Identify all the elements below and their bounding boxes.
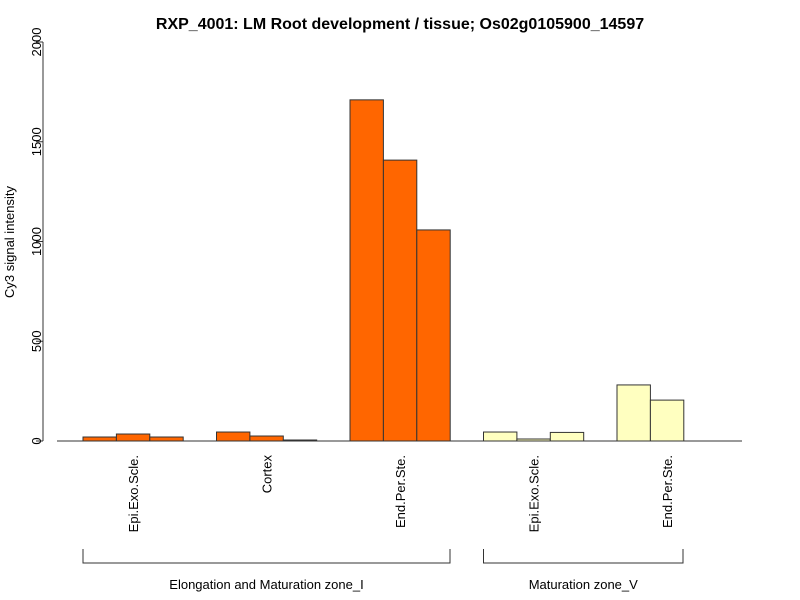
group-brackets: Elongation and Maturation zone_I Maturati… xyxy=(82,549,684,592)
group-label: Elongation and Maturation zone_I xyxy=(169,577,363,592)
x-tick-label: Cortex xyxy=(260,455,275,494)
y-tick-label: 1500 xyxy=(29,127,44,156)
bar xyxy=(82,436,117,442)
bars xyxy=(82,99,685,442)
group-bracket xyxy=(483,549,684,564)
bar xyxy=(349,99,384,442)
bar xyxy=(216,431,251,442)
y-tick-label: 1000 xyxy=(29,227,44,256)
bar xyxy=(249,435,284,442)
bar xyxy=(483,431,518,442)
bar xyxy=(416,229,451,442)
x-tick-label: End.Per.Ste. xyxy=(660,455,675,528)
group-bracket xyxy=(82,549,451,564)
y-axis-label: Cy3 signal intensity xyxy=(2,186,17,298)
y-tick-label: 2000 xyxy=(29,28,44,57)
y-tick-label: 500 xyxy=(29,330,44,352)
bar xyxy=(616,384,651,442)
chart-title: RXP_4001: LM Root development / tissue; … xyxy=(156,16,644,33)
bar xyxy=(649,399,685,442)
bar xyxy=(382,159,418,442)
x-tick-label: Epi.Exo.Scle. xyxy=(527,455,542,532)
group-label: Maturation zone_V xyxy=(529,577,638,592)
bar xyxy=(115,433,151,442)
y-tick-label: 0 xyxy=(29,437,44,444)
x-tick-label: Epi.Exo.Scle. xyxy=(126,455,141,532)
bar xyxy=(149,436,184,442)
x-tick-label: End.Per.Ste. xyxy=(393,455,408,528)
y-axis: 0 500 1000 1500 2000 xyxy=(29,28,44,445)
bar xyxy=(549,431,585,442)
x-tick-labels: Epi.Exo.Scle. Cortex End.Per.Ste. Epi.Exo.S… xyxy=(126,455,675,533)
